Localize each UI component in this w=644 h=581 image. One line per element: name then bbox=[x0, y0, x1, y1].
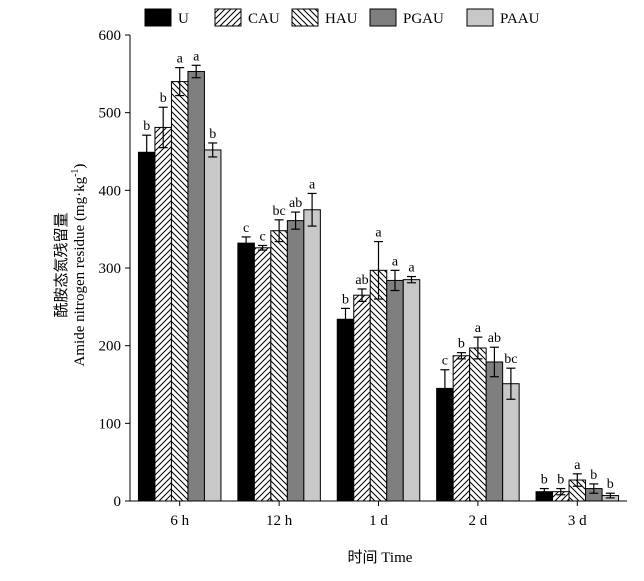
bar-pgau-1 bbox=[286, 220, 305, 502]
bar-paau-0 bbox=[203, 149, 222, 502]
bar-u-1 bbox=[237, 242, 255, 502]
bar-hau-1 bbox=[270, 230, 288, 502]
x-axis-label: 时间 Time bbox=[348, 549, 413, 566]
bar-pgau-0 bbox=[187, 71, 205, 502]
legend-label-cau: CAU bbox=[248, 11, 280, 27]
legend-label-paau: PAAU bbox=[500, 11, 540, 27]
y-tick-label: 200 bbox=[99, 339, 122, 355]
y-tick-label: 300 bbox=[99, 261, 122, 277]
significance-label: c bbox=[243, 221, 249, 236]
y-tick-label: 400 bbox=[99, 183, 122, 199]
legend-swatch-cau bbox=[214, 8, 242, 27]
significance-label: b bbox=[209, 127, 216, 142]
legend-label-pgau: PGAU bbox=[403, 11, 444, 27]
bar-cau-3 bbox=[452, 355, 471, 502]
bar-cau-1 bbox=[253, 247, 272, 502]
x-tick-label: 2 d bbox=[469, 513, 488, 529]
x-tick-label: 6 h bbox=[170, 513, 189, 529]
significance-label: a bbox=[574, 458, 581, 473]
x-tick-label: 3 d bbox=[568, 513, 587, 529]
y-axis-label-main: Amide nitrogen residue (mg·kg bbox=[72, 176, 88, 366]
legend-swatch-u bbox=[144, 8, 172, 27]
bar-hau-2 bbox=[369, 269, 388, 502]
significance-label: b bbox=[590, 468, 597, 483]
bar-hau-0 bbox=[170, 81, 189, 502]
bar-u-0 bbox=[137, 151, 156, 502]
x-tick-label: 12 h bbox=[266, 513, 293, 529]
bar-paau-1 bbox=[303, 209, 321, 502]
significance-label: b bbox=[160, 91, 167, 106]
significance-label: b bbox=[607, 477, 614, 492]
x-tick-label: 1 d bbox=[369, 513, 388, 529]
y-axis-label-sup: -1 bbox=[70, 169, 81, 177]
y-axis-label-zh: 酰胺态氮残留量 bbox=[53, 212, 70, 317]
legend-label-u: U bbox=[178, 11, 189, 27]
bar-hau-3 bbox=[469, 347, 487, 502]
significance-label: b bbox=[557, 473, 564, 488]
bar-paau-3 bbox=[502, 383, 520, 502]
significance-label: b bbox=[342, 292, 349, 307]
significance-label: b bbox=[541, 473, 548, 488]
significance-label: a bbox=[309, 177, 316, 192]
axes: 0 100 200 300 400 500 600 6 h 12 h 1 d 2 d 3 d bbox=[99, 28, 627, 529]
y-tick-label: 0 bbox=[114, 494, 122, 510]
significance-label: a bbox=[475, 321, 482, 336]
bar-cau-0 bbox=[154, 126, 172, 502]
significance-label: c bbox=[442, 354, 448, 369]
significance-label: c bbox=[259, 229, 265, 244]
significance-label: ab bbox=[289, 196, 302, 211]
significance-label: b bbox=[458, 337, 465, 352]
significance-label: a bbox=[177, 52, 184, 67]
legend-label-hau: HAU bbox=[325, 11, 358, 27]
bar-paau-2 bbox=[402, 279, 421, 502]
y-axis-label-en: Amide nitrogen residue (mg·kg-1) bbox=[70, 164, 88, 367]
significance-label: a bbox=[408, 261, 415, 276]
significance-label: bc bbox=[504, 352, 517, 367]
y-tick-label: 600 bbox=[99, 28, 122, 44]
significance-label: a bbox=[375, 226, 382, 241]
bar-pgau-3 bbox=[485, 361, 504, 502]
legend: U CAU HAU PGAU PAAU bbox=[144, 8, 540, 27]
significance-label: ab bbox=[488, 331, 501, 346]
significance-label: a bbox=[392, 254, 399, 269]
legend-swatch-hau bbox=[291, 8, 319, 27]
legend-swatch-paau bbox=[466, 8, 494, 27]
bar-u-2 bbox=[336, 318, 355, 502]
significance-label: b bbox=[143, 119, 150, 134]
significance-label: bc bbox=[272, 204, 285, 219]
bar-cau-2 bbox=[353, 294, 371, 502]
y-tick-label: 100 bbox=[99, 416, 122, 432]
y-axis-label-close: ) bbox=[72, 164, 88, 169]
legend-swatch-pgau bbox=[369, 8, 397, 27]
significance-label: a bbox=[193, 49, 200, 64]
y-tick-label: 500 bbox=[99, 106, 122, 122]
significance-label: ab bbox=[355, 273, 368, 288]
bar-pgau-2 bbox=[386, 279, 404, 502]
